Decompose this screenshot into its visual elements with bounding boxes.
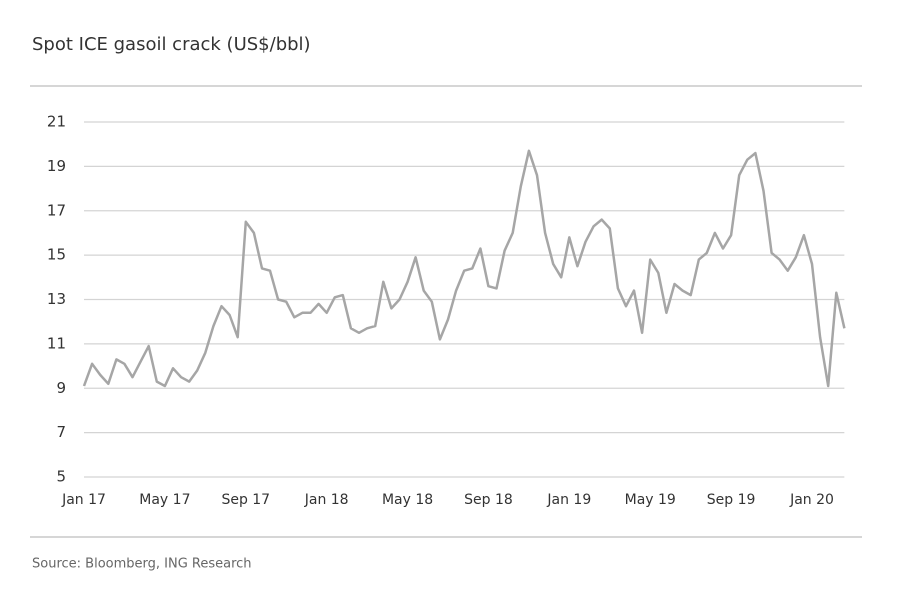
x-tick-label: Sep 17 — [221, 492, 270, 508]
x-tick-label: Sep 18 — [464, 492, 513, 508]
y-tick-label: 7 — [56, 423, 66, 441]
y-tick-label: 5 — [56, 468, 66, 486]
y-tick-label: 13 — [47, 290, 66, 308]
source: Source: Bloomberg, ING Research — [32, 557, 252, 572]
x-tick-label: May 17 — [139, 492, 190, 508]
x-tick-label: Jan 19 — [546, 492, 591, 508]
chart-title: Spot ICE gasoil crack (US$/bbl) — [32, 34, 311, 55]
y-tick-label: 15 — [47, 246, 66, 264]
x-tick-label: Jan 20 — [789, 492, 834, 508]
y-tick-label: 9 — [56, 379, 66, 397]
y-tick-label: 11 — [47, 334, 66, 352]
y-tick-label: 19 — [47, 157, 66, 175]
x-tick-label: May 19 — [625, 492, 676, 508]
x-tick-label: May 18 — [382, 492, 433, 508]
x-tick-label: Jan 17 — [61, 492, 106, 508]
y-tick-label: 17 — [47, 201, 66, 219]
line — [82, 149, 846, 388]
x-tick-label: Sep 19 — [707, 492, 756, 508]
y-tick-label: 21 — [47, 113, 66, 131]
x-tick-label: Jan 18 — [304, 492, 349, 508]
